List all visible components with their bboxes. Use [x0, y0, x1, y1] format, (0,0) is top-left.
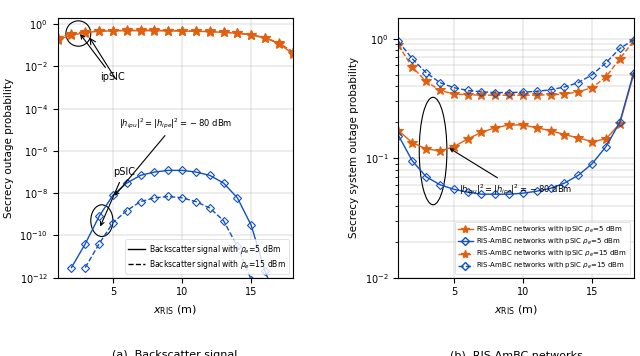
Legend: Backscatter signal with $\rho_e$=5 dBm, Backscatter signal with $\rho_e$=15 dBm: Backscatter signal with $\rho_e$=5 dBm, … — [125, 240, 289, 274]
Text: $|h_{ipu}|^2$$=$$|h_{ipe}|^2$$=-80$ dBm: $|h_{ipu}|^2$$=$$|h_{ipe}|^2$$=-80$ dBm — [115, 116, 232, 195]
Legend: RIS-AmBC networks with ipSIC $\rho_e$=5 dBm, RIS-AmBC networks with pSIC $\rho_e: RIS-AmBC networks with ipSIC $\rho_e$=5 … — [455, 221, 630, 274]
Text: pSIC: pSIC — [100, 167, 135, 225]
Text: ipSIC: ipSIC — [81, 35, 125, 83]
X-axis label: $x_{\mathrm{RIS}}$ (m): $x_{\mathrm{RIS}}$ (m) — [153, 303, 197, 316]
Text: $|h_{ipu}|^2$$=$$|h_{ipe}|^2$$=-80$ dBm: $|h_{ipu}|^2$$=$$|h_{ipe}|^2$$=-80$ dBm — [451, 149, 573, 197]
Text: (b)  RIS-AmBC networks: (b) RIS-AmBC networks — [450, 350, 582, 356]
Y-axis label: Secrecy system outage probability: Secrecy system outage probability — [349, 57, 360, 238]
Y-axis label: Secrecy outage probability: Secrecy outage probability — [4, 78, 14, 218]
Text: (a)  Backscatter signal: (a) Backscatter signal — [113, 350, 238, 356]
X-axis label: $x_{\mathrm{RIS}}$ (m): $x_{\mathrm{RIS}}$ (m) — [494, 303, 538, 316]
